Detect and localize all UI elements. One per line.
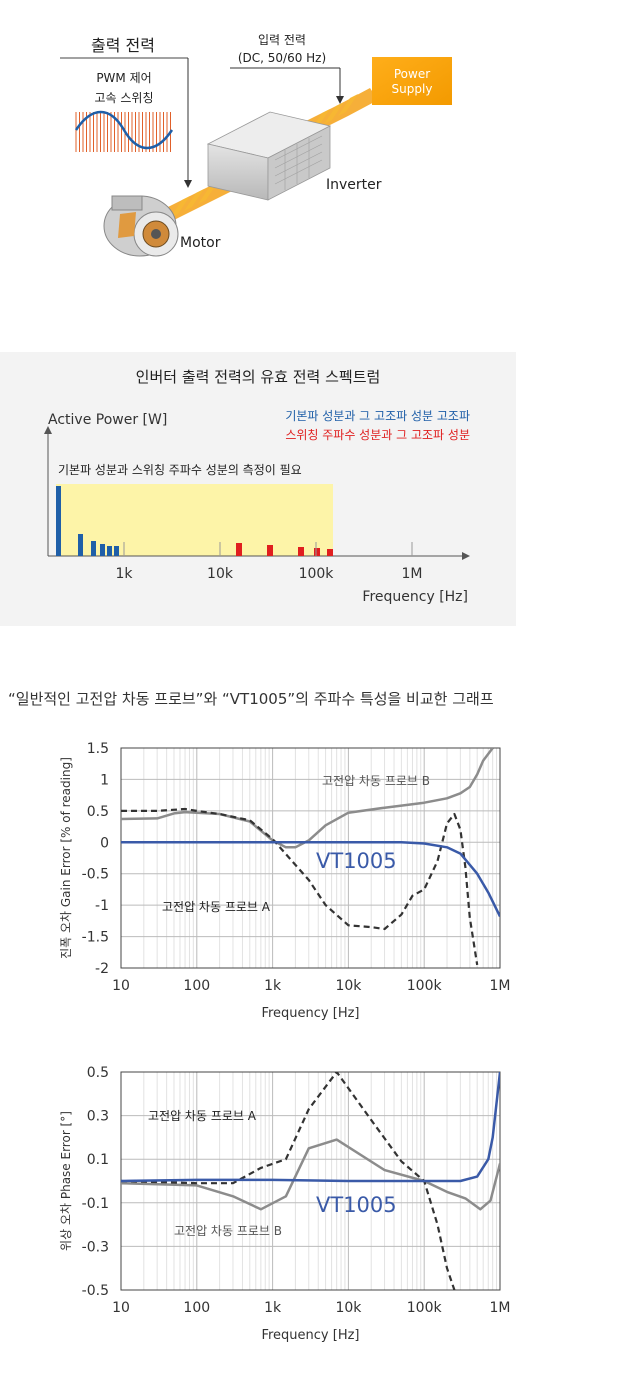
- series-line-probe-a: [121, 1072, 456, 1290]
- harmonic-bar: [78, 534, 83, 556]
- gain-error-chart: 10 100 1k 10k 100k 1M 1.5 1 0.5 0 -0.5 -1 -1.5 -2 VT10…: [59, 741, 511, 1021]
- harmonic-bar: [91, 541, 96, 556]
- annotation-probe-b: 고전압 차동 프로브 B: [322, 774, 430, 788]
- spectrum-tick-label: 1k: [115, 566, 133, 582]
- spectrum-tick-label: 1M: [402, 566, 423, 582]
- power-supply-label-2: Supply: [392, 82, 433, 96]
- series-line-probe-a: [121, 807, 479, 966]
- inverter-system-diagram: Power Supply 출력 전력 PWM 제어 고속 스위칭 입력 전력 (…: [60, 33, 452, 257]
- series-line-vt1005: [121, 1072, 500, 1183]
- y-tick-label: -0.5: [82, 867, 109, 883]
- spectrum-xlabel: Frequency [Hz]: [362, 589, 468, 605]
- x-tick-label: 1k: [264, 1300, 282, 1316]
- y-tick-label: -0.3: [82, 1239, 109, 1255]
- spectrum-note: 기본파 성분과 스위칭 주파수 성분의 측정이 필요: [58, 463, 302, 477]
- x-tick-label: 1M: [490, 1300, 511, 1316]
- spectrum-legend-blue: 기본파 성분과 그 고조파 성분 고조파: [285, 409, 470, 423]
- pwm-pulse-train: [75, 112, 171, 152]
- pwm-label-2: 고속 스위칭: [94, 91, 153, 105]
- spectrum-bars: [56, 486, 333, 556]
- power-supply-label-1: Power: [394, 67, 430, 81]
- y-tick-label: -0.1: [82, 1196, 109, 1212]
- spectrum-minor-ticks: [123, 542, 413, 556]
- plot-frame: [120, 747, 501, 969]
- x-tick-label: 100: [183, 1300, 210, 1316]
- y-tick-label: -1.5: [82, 930, 109, 946]
- switching-bar: [327, 549, 333, 556]
- x-axis-label: Frequency [Hz]: [261, 1328, 359, 1343]
- annotation-vt1005: VT1005: [316, 849, 397, 873]
- y-tick-label: 0: [100, 835, 109, 851]
- output-arrow-head: [184, 180, 192, 188]
- pwm-label-1: PWM 제어: [96, 71, 151, 85]
- y-tick-label: 0.3: [87, 1109, 109, 1125]
- x-tick-label: 100k: [407, 1300, 443, 1316]
- power-supply-box: Power Supply: [372, 57, 452, 105]
- y-tick-label: 0.5: [87, 1065, 109, 1081]
- y-axis-label: 위상 오차 Phase Error [°]: [59, 1111, 73, 1251]
- y-tick-label: 1.5: [87, 741, 109, 757]
- harmonic-bar: [100, 544, 105, 556]
- comparison-heading: “일반적인 고전압 차동 프로브”와 “VT1005”의 주파수 특성을 비교한…: [8, 690, 494, 708]
- spectrum-chart: 인버터 출력 전력의 유효 전력 스펙트럼 Active Power [W] 기…: [44, 368, 470, 605]
- y-tick-label: -1: [95, 898, 109, 914]
- switching-bar: [236, 543, 242, 556]
- annotation-probe-a: 고전압 차동 프로브 A: [148, 1109, 257, 1123]
- annotation-probe-b: 고전압 차동 프로브 B: [174, 1224, 282, 1238]
- switching-bar: [267, 545, 273, 556]
- switching-bar: [314, 548, 320, 556]
- inverter-label: Inverter: [326, 177, 382, 193]
- spectrum-y-arrow: [44, 426, 52, 434]
- spectrum-ylabel: Active Power [W]: [48, 412, 167, 428]
- series-line-probe-b: [121, 748, 494, 849]
- series-line-vt1005: [121, 841, 500, 918]
- harmonic-bar: [107, 546, 112, 556]
- motor-illustration: [103, 195, 179, 257]
- input-arrow-head: [336, 96, 344, 104]
- spectrum-tick-label: 100k: [299, 566, 335, 582]
- measurement-range-highlight: [56, 484, 333, 556]
- y-tick-label: -0.5: [82, 1283, 109, 1299]
- annotation-vt1005: VT1005: [316, 1193, 397, 1217]
- x-tick-label: 1M: [490, 978, 511, 994]
- spectrum-x-arrow: [462, 552, 470, 560]
- output-power-label: 출력 전력: [91, 36, 155, 55]
- inverter-box: [206, 111, 332, 201]
- fundamental-bar: [56, 486, 61, 556]
- harmonic-bar: [114, 546, 119, 556]
- spectrum-title: 인버터 출력 전력의 유효 전력 스펙트럼: [136, 368, 381, 386]
- x-axis-label: Frequency [Hz]: [261, 1006, 359, 1021]
- y-tick-label: 0.5: [87, 804, 109, 820]
- y-tick-label: 0.1: [87, 1152, 109, 1168]
- motor-label: Motor: [180, 235, 221, 251]
- spectrum-legend-red: 스위칭 주파수 성분과 그 고조파 성분: [285, 428, 470, 442]
- series-line-probe-b: [121, 1138, 500, 1211]
- x-tick-label: 100k: [407, 978, 443, 994]
- input-spec-label: (DC, 50/60 Hz): [238, 51, 326, 65]
- x-tick-label: 10k: [335, 1300, 362, 1316]
- switching-bar: [298, 547, 304, 556]
- annotation-probe-a: 고전압 차동 프로브 A: [162, 900, 271, 914]
- input-power-label: 입력 전력: [258, 33, 306, 47]
- spectrum-panel: 인버터 출력 전력의 유효 전력 스펙트럼 Active Power [W] 기…: [0, 352, 516, 626]
- x-tick-label: 10: [112, 1300, 130, 1316]
- spectrum-tick-label: 10k: [207, 566, 234, 582]
- x-tick-label: 100: [183, 978, 210, 994]
- y-tick-label: 1: [100, 772, 109, 788]
- y-tick-label: -2: [95, 961, 109, 977]
- x-tick-label: 10: [112, 978, 130, 994]
- x-tick-label: 10k: [335, 978, 362, 994]
- phase-error-chart: 10 100 1k 10k 100k 1M 0.5 0.3 0.1 -0.1 -0.3 -0.5 VT1…: [59, 1065, 511, 1343]
- y-axis-label: 진폭 오차 Gain Error [% of reading]: [59, 757, 73, 959]
- x-tick-label: 1k: [264, 978, 282, 994]
- pwm-waveform: [74, 110, 174, 152]
